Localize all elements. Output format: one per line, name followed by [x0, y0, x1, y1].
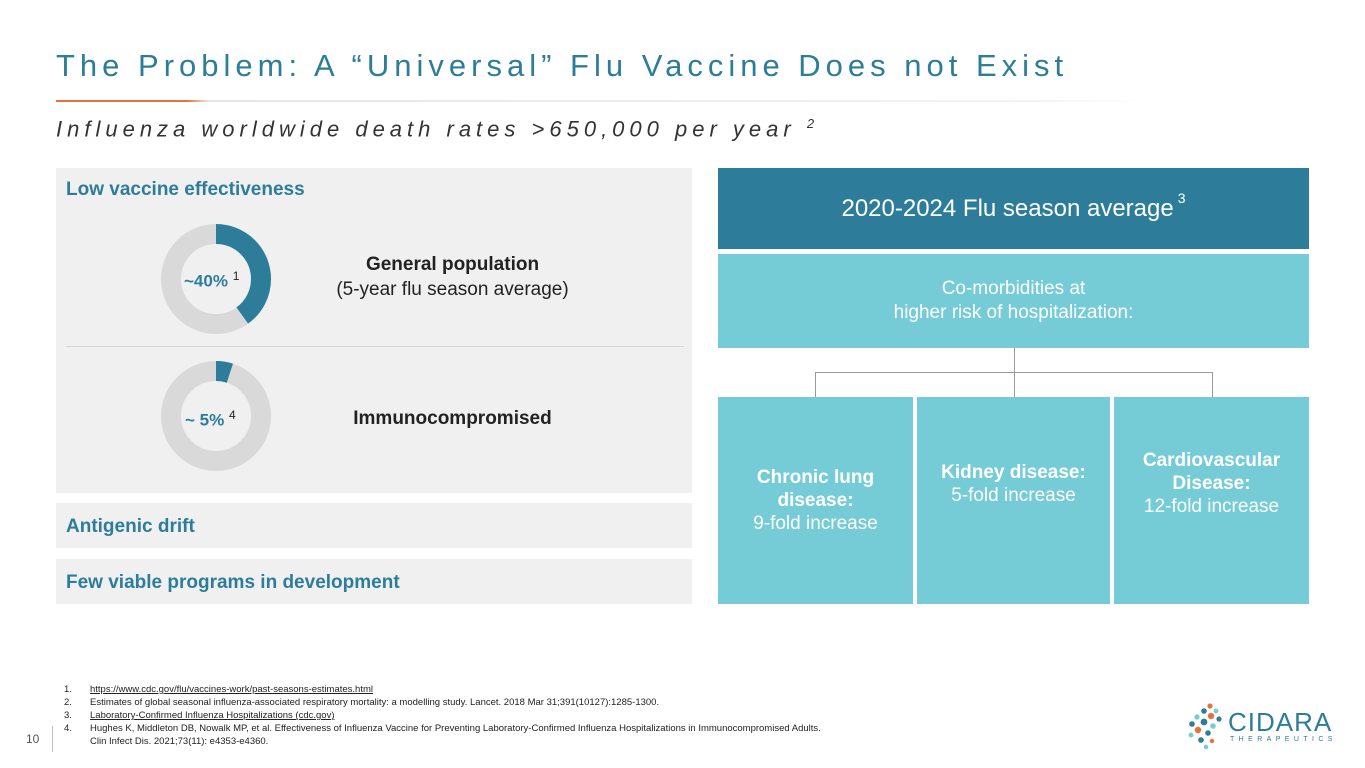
- connector-left: [815, 372, 816, 397]
- footnote-4: 4. Hughes K, Middleton DB, Nowalk MP, et…: [64, 722, 821, 748]
- few-programs-panel: Few viable programs in development: [56, 559, 692, 604]
- cidara-logo: CIDARA THERAPEUTICS: [1186, 702, 1333, 752]
- category-chronic-lung: Chronic lung disease: 9-fold increase: [718, 397, 913, 604]
- footnote-1: 1. https://www.cdc.gov/flu/vaccines-work…: [64, 683, 821, 696]
- subtitle-ref: 2: [806, 116, 820, 131]
- category-value: 5-fold increase: [951, 485, 1076, 506]
- general-population-subtitle: (5-year flu season average): [336, 279, 569, 300]
- donut-arc: [161, 224, 271, 334]
- logo-name: CIDARA: [1228, 707, 1333, 737]
- page-number: 10: [26, 732, 40, 746]
- flu-season-header: 2020-2024 Flu season average 3: [718, 168, 1309, 249]
- subtitle-text: Influenza worldwide death rates >650,000…: [56, 116, 796, 142]
- footnote-link[interactable]: Laboratory-Confirmed Influenza Hospitali…: [90, 710, 335, 721]
- donut-immuno-value: ~ 5%: [185, 410, 225, 430]
- footnote-number: 4.: [64, 723, 72, 734]
- category-name-line1: Kidney disease:: [941, 462, 1086, 483]
- category-name-line1: Chronic lung: [756, 467, 875, 488]
- connector-right: [1212, 372, 1213, 397]
- connector-stem: [1014, 348, 1015, 372]
- immunocompromised-label: Immunocompromised: [310, 408, 595, 430]
- donut-general-population: [161, 224, 271, 334]
- footnote-text-line1: Hughes K, Middleton DB, Nowalk MP, et al…: [90, 723, 821, 734]
- footnote-number: 2.: [64, 697, 72, 708]
- category-value: 12-fold increase: [1143, 496, 1280, 517]
- donut-general-ref: 1: [232, 269, 240, 283]
- donut-general-label: ~40% 1: [184, 269, 239, 292]
- flu-season-ref: 3: [1177, 190, 1186, 206]
- footnote-link[interactable]: https://www.cdc.gov/flu/vaccines-work/pa…: [90, 684, 373, 695]
- connector-bar: [815, 372, 1212, 373]
- donut-arc: [161, 361, 271, 471]
- comorbidities-line2: higher risk of hospitalization:: [893, 302, 1134, 323]
- general-population-label: General population (5-year flu season av…: [310, 254, 595, 301]
- footnotes: 1. https://www.cdc.gov/flu/vaccines-work…: [64, 683, 821, 748]
- footnote-number: 3.: [64, 710, 72, 721]
- general-population-title: General population: [365, 254, 540, 275]
- footnote-number: 1.: [64, 684, 72, 695]
- footnote-3: 3. Laboratory-Confirmed Influenza Hospit…: [64, 709, 821, 722]
- donut-general-value: ~40%: [184, 271, 228, 291]
- donut-immuno-label: ~ 5% 4: [185, 408, 236, 431]
- title-underline: [56, 100, 1146, 102]
- slide-title: The Problem: A “Universal” Flu Vaccine D…: [56, 48, 1069, 83]
- category-kidney: Kidney disease: 5-fold increase: [917, 397, 1110, 604]
- comorbidities-box: Co-morbidities at higher risk of hospita…: [718, 254, 1309, 348]
- antigenic-drift-label: Antigenic drift: [66, 516, 195, 537]
- footnote-text: Hughes K, Middleton DB, Nowalk MP, et al…: [90, 722, 821, 748]
- category-cardiovascular: Cardiovascular Disease: 12-fold increase: [1114, 397, 1309, 604]
- footnote-text: Estimates of global seasonal influenza-a…: [90, 697, 660, 708]
- page-number-separator: [52, 726, 53, 752]
- panel-divider: [66, 346, 684, 347]
- category-name-line1: Cardiovascular: [1142, 450, 1281, 471]
- donut-immuno-ref: 4: [228, 408, 236, 422]
- category-value: 9-fold increase: [753, 513, 878, 534]
- slide-subtitle: Influenza worldwide death rates >650,000…: [56, 116, 819, 142]
- antigenic-drift-panel: Antigenic drift: [56, 503, 692, 548]
- vaccine-effectiveness-panel: Low vaccine effectiveness ~40% 1 General…: [56, 168, 692, 493]
- footnote-text-line2: Clin Infect Dis. 2021;73(11): e4353-e436…: [90, 736, 269, 747]
- category-name-line2: disease:: [777, 490, 854, 511]
- donut-immunocompromised: [161, 361, 271, 471]
- logo-tagline: THERAPEUTICS: [1230, 736, 1337, 743]
- comorbidities-line1: Co-morbidities at: [941, 278, 1086, 299]
- few-programs-label: Few viable programs in development: [66, 572, 400, 593]
- footnote-2: 2. Estimates of global seasonal influenz…: [64, 696, 821, 709]
- immunocompromised-title: Immunocompromised: [353, 408, 552, 429]
- connector-middle: [1014, 372, 1015, 397]
- category-name-line2: Disease:: [1172, 473, 1251, 494]
- panel-heading: Low vaccine effectiveness: [66, 179, 305, 200]
- flu-season-title: 2020-2024 Flu season average: [841, 194, 1174, 222]
- logo-dots-icon: [1188, 703, 1222, 750]
